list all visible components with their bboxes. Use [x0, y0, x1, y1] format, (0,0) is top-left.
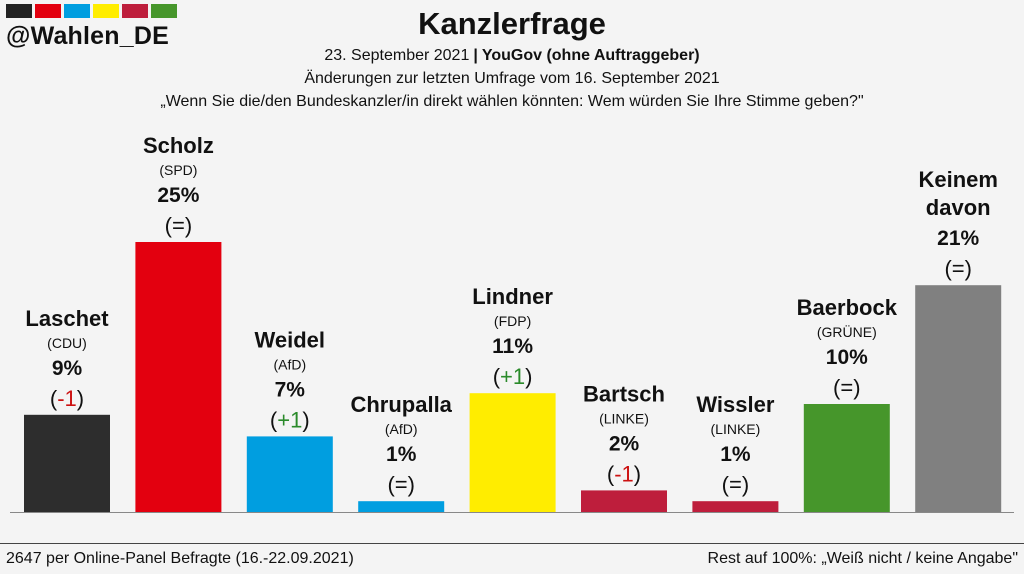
party-label-bartsch: (LINKE): [599, 410, 649, 426]
change-label-wissler: (=): [722, 472, 750, 497]
value-label-weidel: 7%: [275, 378, 306, 401]
bar-scholz: [135, 242, 222, 512]
source-separator: |: [473, 47, 478, 64]
brand-stripe-3: [64, 4, 90, 18]
change-label-weidel: (+1): [270, 407, 310, 432]
name-label-wissler: Wissler: [696, 392, 775, 417]
change-label-laschet: (-1): [50, 386, 84, 411]
party-label-baerbock: (GRÜNE): [817, 323, 877, 340]
value-label-lindner: 11%: [492, 335, 533, 358]
bar-laschet: [24, 414, 110, 512]
change-label-keinem-davon: (=): [944, 256, 972, 281]
name-label-chrupalla: Chrupalla: [350, 392, 452, 417]
poll-date: 23. September 2021: [324, 47, 470, 64]
party-label-chrupalla: (AfD): [385, 421, 418, 437]
change-label-scholz: (=): [165, 213, 193, 238]
value-label-laschet: 9%: [52, 357, 83, 380]
brand-stripe-6: [151, 4, 177, 18]
name-label-baerbock: Baerbock: [797, 295, 898, 320]
bar-wissler: [692, 501, 779, 512]
name-label-scholz: Scholz: [143, 133, 214, 158]
bar-keinem-davon: [915, 285, 1002, 512]
value-label-chrupalla: 1%: [386, 443, 417, 466]
footer-divider: [0, 543, 1024, 544]
poll-source-line: 23. September 2021 | YouGov (ohne Auftragg…: [0, 47, 1024, 65]
bar-weidel: [246, 436, 333, 512]
brand-stripe-2: [35, 4, 61, 18]
name-label-bartsch: Bartsch: [583, 381, 665, 406]
value-label-scholz: 25%: [157, 184, 199, 207]
rest-note: Rest auf 100%: „Weiß nicht / keine Angab…: [707, 550, 1018, 567]
bar-baerbock: [803, 404, 890, 512]
brand-stripe-4: [93, 4, 119, 18]
change-label-chrupalla: (=): [387, 472, 415, 497]
value-label-bartsch: 2%: [609, 432, 640, 455]
name-label-weidel: Weidel: [255, 327, 326, 352]
brand-stripe-5: [122, 4, 148, 18]
bar-bartsch: [581, 490, 667, 512]
party-label-lindner: (FDP): [494, 313, 531, 329]
poll-source: YouGov (ohne Auftraggeber): [481, 47, 700, 64]
poll-question: „Wenn Sie die/den Bundeskanzler/in direk…: [160, 93, 864, 110]
party-label-wissler: (LINKE): [711, 421, 761, 437]
brand-stripe-1: [6, 4, 32, 18]
brand-color-stripe: [6, 4, 177, 18]
name-label-keinem-davon-line1: Keinem: [918, 167, 997, 192]
sample-info: 2647 per Online-Panel Befragte (16.-22.0…: [6, 550, 354, 567]
chart-title: Kanzlerfrage: [418, 6, 606, 41]
value-label-keinem-davon: 21%: [937, 227, 979, 250]
name-label-keinem-davon-line2: davon: [926, 195, 991, 220]
brand-handle: @Wahlen_DE: [6, 22, 169, 50]
party-label-laschet: (CDU): [47, 335, 87, 351]
bar-lindner: [469, 393, 556, 512]
party-label-scholz: (SPD): [159, 162, 197, 178]
value-label-wissler: 1%: [720, 443, 751, 466]
change-label-lindner: (+1): [493, 364, 533, 389]
change-label-bartsch: (-1): [607, 461, 641, 486]
bar-chrupalla: [358, 501, 445, 512]
value-label-baerbock: 10%: [826, 346, 868, 369]
change-label-baerbock: (=): [833, 375, 861, 400]
name-label-lindner: Lindner: [472, 284, 553, 309]
name-label-laschet: Laschet: [25, 306, 109, 331]
changes-note: Änderungen zur letzten Umfrage vom 16. S…: [304, 70, 720, 87]
party-label-weidel: (AfD): [273, 356, 306, 372]
